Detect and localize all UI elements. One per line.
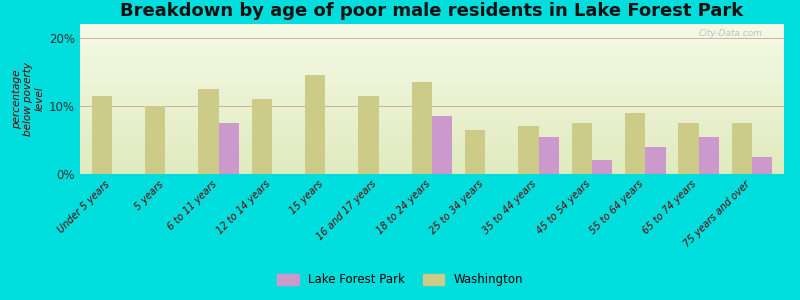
Bar: [92, 96, 112, 174]
Y-axis label: percentage
below poverty
level: percentage below poverty level: [12, 62, 45, 136]
Bar: [625, 112, 646, 174]
Bar: [572, 123, 592, 174]
Bar: [412, 82, 432, 174]
Bar: [646, 147, 666, 174]
Bar: [732, 123, 752, 174]
Bar: [752, 157, 772, 174]
Bar: [305, 75, 326, 174]
Bar: [252, 99, 272, 174]
Bar: [465, 130, 486, 174]
Bar: [518, 126, 538, 174]
Bar: [198, 89, 218, 174]
Bar: [592, 160, 612, 174]
Bar: [678, 123, 698, 174]
Legend: Lake Forest Park, Washington: Lake Forest Park, Washington: [273, 269, 527, 291]
Bar: [538, 136, 559, 174]
Bar: [218, 123, 239, 174]
Bar: [698, 136, 719, 174]
Bar: [145, 106, 166, 174]
Text: City-Data.com: City-Data.com: [699, 28, 763, 38]
Title: Breakdown by age of poor male residents in Lake Forest Park: Breakdown by age of poor male residents …: [120, 2, 744, 20]
Bar: [432, 116, 452, 174]
Bar: [358, 96, 378, 174]
